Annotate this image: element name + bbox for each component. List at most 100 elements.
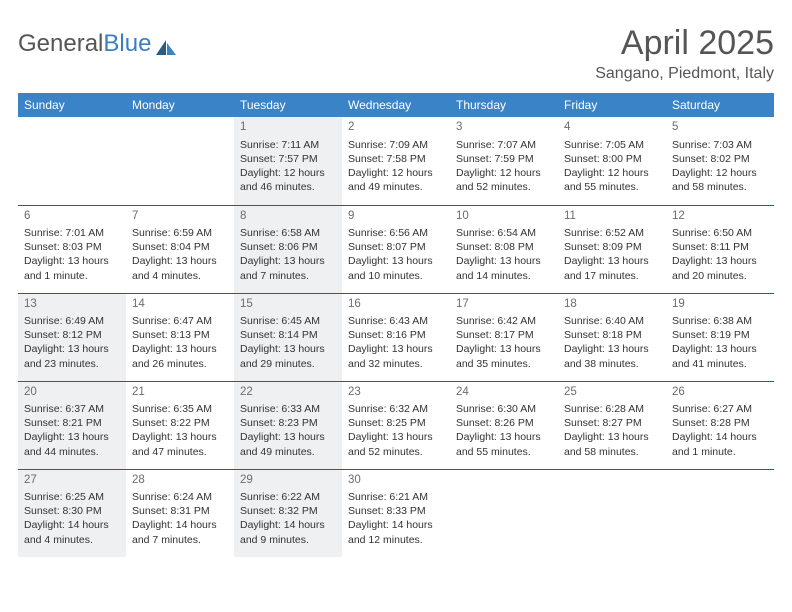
calendar-week-row: 27Sunrise: 6:25 AMSunset: 8:30 PMDayligh… [18,469,774,557]
day-detail-line: Sunrise: 7:11 AM [240,138,336,152]
day-details: Sunrise: 6:40 AMSunset: 8:18 PMDaylight:… [564,314,660,371]
day-number: 15 [240,297,336,313]
day-detail-line: Sunset: 8:25 PM [348,416,444,430]
calendar-day-cell: 27Sunrise: 6:25 AMSunset: 8:30 PMDayligh… [18,469,126,557]
title-block: April 2025 Sangano, Piedmont, Italy [595,24,774,83]
day-detail-line: Sunrise: 7:07 AM [456,138,552,152]
day-detail-line: Sunrise: 7:09 AM [348,138,444,152]
calendar-day-cell: 23Sunrise: 6:32 AMSunset: 8:25 PMDayligh… [342,381,450,469]
day-detail-line: Daylight: 13 hours and 38 minutes. [564,342,660,370]
day-number: 18 [564,297,660,313]
day-number: 14 [132,297,228,313]
day-number: 29 [240,473,336,489]
day-details: Sunrise: 6:43 AMSunset: 8:16 PMDaylight:… [348,314,444,371]
day-detail-line: Sunset: 8:33 PM [348,504,444,518]
day-details: Sunrise: 6:52 AMSunset: 8:09 PMDaylight:… [564,226,660,283]
day-detail-line: Sunrise: 7:03 AM [672,138,768,152]
day-detail-line: Sunset: 8:23 PM [240,416,336,430]
day-detail-line: Daylight: 13 hours and 20 minutes. [672,254,768,282]
day-details: Sunrise: 6:27 AMSunset: 8:28 PMDaylight:… [672,402,768,459]
day-number: 21 [132,385,228,401]
day-detail-line: Daylight: 13 hours and 17 minutes. [564,254,660,282]
day-number: 13 [24,297,120,313]
day-number: 23 [348,385,444,401]
day-details: Sunrise: 7:09 AMSunset: 7:58 PMDaylight:… [348,138,444,195]
day-number: 5 [672,120,768,136]
day-detail-line: Sunset: 8:00 PM [564,152,660,166]
month-title: April 2025 [595,24,774,63]
day-detail-line: Sunrise: 6:59 AM [132,226,228,240]
day-detail-line: Sunset: 7:57 PM [240,152,336,166]
day-number: 1 [240,120,336,136]
day-detail-line: Sunrise: 6:42 AM [456,314,552,328]
day-detail-line: Daylight: 13 hours and 49 minutes. [240,430,336,458]
day-detail-line: Sunrise: 6:47 AM [132,314,228,328]
calendar-day-cell: 13Sunrise: 6:49 AMSunset: 8:12 PMDayligh… [18,293,126,381]
day-detail-line: Daylight: 13 hours and 23 minutes. [24,342,120,370]
day-detail-line: Sunset: 8:07 PM [348,240,444,254]
day-detail-line: Sunrise: 6:35 AM [132,402,228,416]
location-text: Sangano, Piedmont, Italy [595,65,774,83]
weekday-header: Tuesday [234,93,342,117]
day-details: Sunrise: 6:33 AMSunset: 8:23 PMDaylight:… [240,402,336,459]
day-number: 12 [672,209,768,225]
day-number: 9 [348,209,444,225]
day-detail-line: Sunrise: 6:52 AM [564,226,660,240]
day-detail-line: Daylight: 14 hours and 1 minute. [672,430,768,458]
day-detail-line: Sunset: 8:04 PM [132,240,228,254]
day-detail-line: Sunset: 8:12 PM [24,328,120,342]
day-details: Sunrise: 6:58 AMSunset: 8:06 PMDaylight:… [240,226,336,283]
day-details: Sunrise: 6:38 AMSunset: 8:19 PMDaylight:… [672,314,768,371]
calendar-day-cell: 22Sunrise: 6:33 AMSunset: 8:23 PMDayligh… [234,381,342,469]
calendar-body: 1 Sunrise: 7:11 AMSunset: 7:57 PM Daylight… [18,117,774,557]
day-detail-line: Sunset: 8:16 PM [348,328,444,342]
calendar-page: GeneralBlue April 2025 Sangano, Piedmont… [0,0,792,567]
day-detail-line: Daylight: 13 hours and 29 minutes. [240,342,336,370]
calendar-day-cell [126,117,234,205]
header: GeneralBlue April 2025 Sangano, Piedmont… [18,24,774,83]
day-detail-line: Sunset: 8:32 PM [240,504,336,518]
calendar-day-cell [18,117,126,205]
weekday-header: Sunday [18,93,126,117]
day-detail-line: Sunset: 7:58 PM [348,152,444,166]
day-details: Sunrise: 6:45 AMSunset: 8:14 PMDaylight:… [240,314,336,371]
day-details: Sunrise: 7:07 AMSunset: 7:59 PMDaylight:… [456,138,552,195]
day-number: 7 [132,209,228,225]
logo-text-blue: Blue [103,30,151,58]
day-number: 2 [348,120,444,136]
day-detail-line: Sunrise: 6:40 AM [564,314,660,328]
day-details: Sunrise: 6:59 AMSunset: 8:04 PMDaylight:… [132,226,228,283]
weekday-header: Wednesday [342,93,450,117]
calendar-day-cell: 8Sunrise: 6:58 AMSunset: 8:06 PMDaylight… [234,205,342,293]
day-number: 30 [348,473,444,489]
day-details: Sunrise: 6:32 AMSunset: 8:25 PMDaylight:… [348,402,444,459]
day-detail-line: Sunrise: 6:43 AM [348,314,444,328]
day-detail-line: Sunrise: 6:22 AM [240,490,336,504]
day-number: 19 [672,297,768,313]
calendar-day-cell: 19Sunrise: 6:38 AMSunset: 8:19 PMDayligh… [666,293,774,381]
calendar-week-row: 20Sunrise: 6:37 AMSunset: 8:21 PMDayligh… [18,381,774,469]
day-detail-line: Daylight: 13 hours and 44 minutes. [24,430,120,458]
day-details: Sunrise: 6:56 AMSunset: 8:07 PMDaylight:… [348,226,444,283]
calendar-header-row: Sunday Monday Tuesday Wednesday Thursday… [18,93,774,117]
day-detail-line: Sunrise: 6:25 AM [24,490,120,504]
day-details: Sunrise: 7:03 AMSunset: 8:02 PMDaylight:… [672,138,768,195]
day-detail-line: Daylight: 12 hours and 58 minutes. [672,166,768,194]
day-detail-line: Daylight: 12 hours and 55 minutes. [564,166,660,194]
day-details: Sunrise: 7:05 AMSunset: 8:00 PMDaylight:… [564,138,660,195]
day-detail-line: Daylight: 13 hours and 41 minutes. [672,342,768,370]
day-number: 22 [240,385,336,401]
day-detail-line: Sunrise: 6:28 AM [564,402,660,416]
day-detail-line: Sunrise: 6:33 AM [240,402,336,416]
calendar-day-cell: 15Sunrise: 6:45 AMSunset: 8:14 PMDayligh… [234,293,342,381]
calendar-day-cell: 9Sunrise: 6:56 AMSunset: 8:07 PMDaylight… [342,205,450,293]
day-detail-line: Sunset: 8:09 PM [564,240,660,254]
calendar-day-cell [666,469,774,557]
day-detail-line: Sunrise: 6:38 AM [672,314,768,328]
day-detail-line: Daylight: 13 hours and 55 minutes. [456,430,552,458]
day-detail-line: Sunset: 8:14 PM [240,328,336,342]
day-details: Sunrise: 6:54 AMSunset: 8:08 PMDaylight:… [456,226,552,283]
day-details: Sunrise: 6:47 AMSunset: 8:13 PMDaylight:… [132,314,228,371]
day-detail-line: Sunrise: 6:54 AM [456,226,552,240]
day-detail-line: Daylight: 13 hours and 7 minutes. [240,254,336,282]
